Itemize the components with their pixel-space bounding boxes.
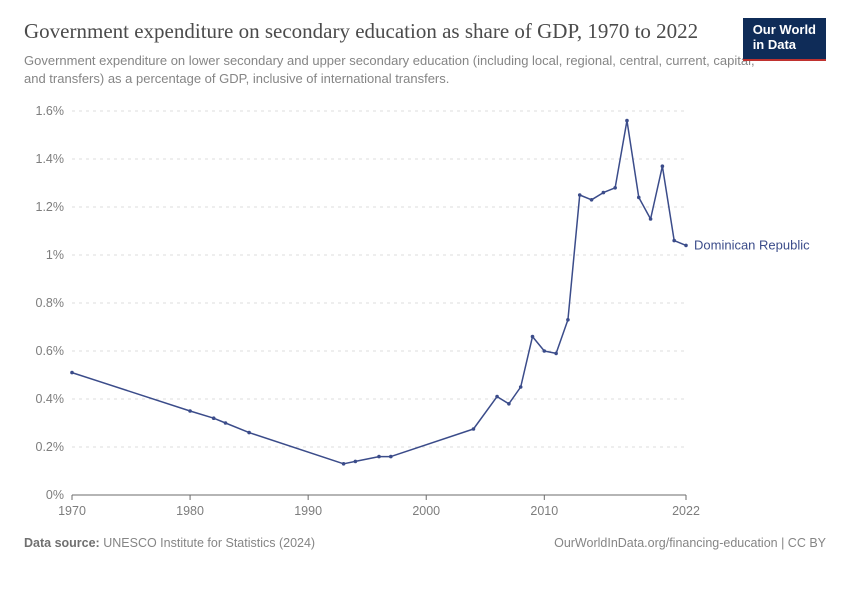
y-tick-label: 0.2% <box>36 440 65 454</box>
data-point <box>672 238 676 242</box>
data-point <box>377 454 381 458</box>
data-point <box>495 394 499 398</box>
data-point <box>543 349 547 353</box>
x-tick-label: 1980 <box>176 504 204 518</box>
data-point <box>212 416 216 420</box>
y-tick-label: 0% <box>46 488 64 502</box>
data-point <box>625 118 629 122</box>
line-chart-svg: 0% 0.2% 0.4% 0.6% 0.8% 1% 1.2% 1.4% 1.6% 1970 1980… <box>24 103 826 523</box>
data-point <box>342 462 346 466</box>
data-point <box>602 190 606 194</box>
y-tick-label: 0.8% <box>36 296 65 310</box>
data-point <box>188 409 192 413</box>
data-point <box>649 217 653 221</box>
data-point <box>554 351 558 355</box>
chart-area: 0% 0.2% 0.4% 0.6% 0.8% 1% 1.2% 1.4% 1.6% 1970 1980… <box>24 103 826 528</box>
series-label: Dominican Republic <box>694 237 810 252</box>
x-tick-label: 2010 <box>530 504 558 518</box>
x-tick-label: 2022 <box>672 504 700 518</box>
data-point <box>247 430 251 434</box>
y-tick-label: 1.2% <box>36 200 65 214</box>
data-point <box>389 454 393 458</box>
owid-logo: Our World in Data <box>743 18 826 61</box>
logo-line1: Our World <box>753 22 816 37</box>
data-point <box>566 318 570 322</box>
data-point <box>472 427 476 431</box>
x-tick-label: 1990 <box>294 504 322 518</box>
logo-line2: in Data <box>753 37 796 52</box>
chart-subtitle: Government expenditure on lower secondar… <box>24 52 764 88</box>
data-point <box>637 195 641 199</box>
y-tick-label: 1% <box>46 248 64 262</box>
chart-footer: Data source: UNESCO Institute for Statis… <box>24 536 826 550</box>
data-source: Data source: UNESCO Institute for Statis… <box>24 536 315 550</box>
x-tick-label: 1970 <box>58 504 86 518</box>
chart-header: Government expenditure on secondary educ… <box>24 18 826 89</box>
data-source-text: UNESCO Institute for Statistics (2024) <box>103 536 315 550</box>
data-source-label: Data source: <box>24 536 100 550</box>
data-point <box>578 193 582 197</box>
x-tick-label: 2000 <box>412 504 440 518</box>
data-point <box>70 370 74 374</box>
data-point <box>224 421 228 425</box>
y-tick-label: 1.4% <box>36 152 65 166</box>
data-point <box>613 186 617 190</box>
data-point <box>507 402 511 406</box>
data-point <box>684 243 688 247</box>
series-line <box>72 120 686 463</box>
attribution: OurWorldInData.org/financing-education |… <box>554 536 826 550</box>
y-tick-label: 0.4% <box>36 392 65 406</box>
data-point <box>661 164 665 168</box>
data-point <box>354 459 358 463</box>
data-point <box>531 334 535 338</box>
y-tick-label: 1.6% <box>36 104 65 118</box>
y-tick-label: 0.6% <box>36 344 65 358</box>
data-point <box>519 385 523 389</box>
chart-title: Government expenditure on secondary educ… <box>24 18 704 44</box>
data-point <box>590 198 594 202</box>
